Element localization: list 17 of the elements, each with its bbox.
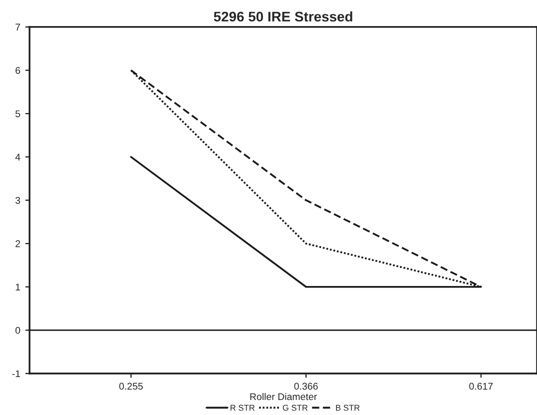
y-tick-label: 5	[15, 110, 20, 118]
legend-label: R STR	[230, 404, 255, 411]
y-tick-label: 0	[15, 326, 20, 334]
y-tick-label: -1	[12, 370, 20, 378]
y-tick-label: 4	[15, 154, 20, 160]
y-tick-label: 7	[16, 24, 20, 30]
x-tick-label: 0.255	[119, 382, 143, 390]
chart-title: 5296 50 IRE Stressed	[214, 11, 352, 22]
y-tick-label: 1	[16, 284, 20, 290]
x-axis-title: Roller Diameter	[250, 392, 317, 400]
legend-label: G STR	[282, 404, 308, 411]
y-tick-label: 6	[16, 67, 20, 74]
legend-label: B STR	[336, 404, 360, 411]
x-tick-label: 0.366	[294, 382, 318, 390]
y-tick-label: 2	[16, 240, 20, 248]
y-tick-label: 3	[15, 196, 20, 204]
x-tick-label: 0.617	[469, 382, 493, 390]
